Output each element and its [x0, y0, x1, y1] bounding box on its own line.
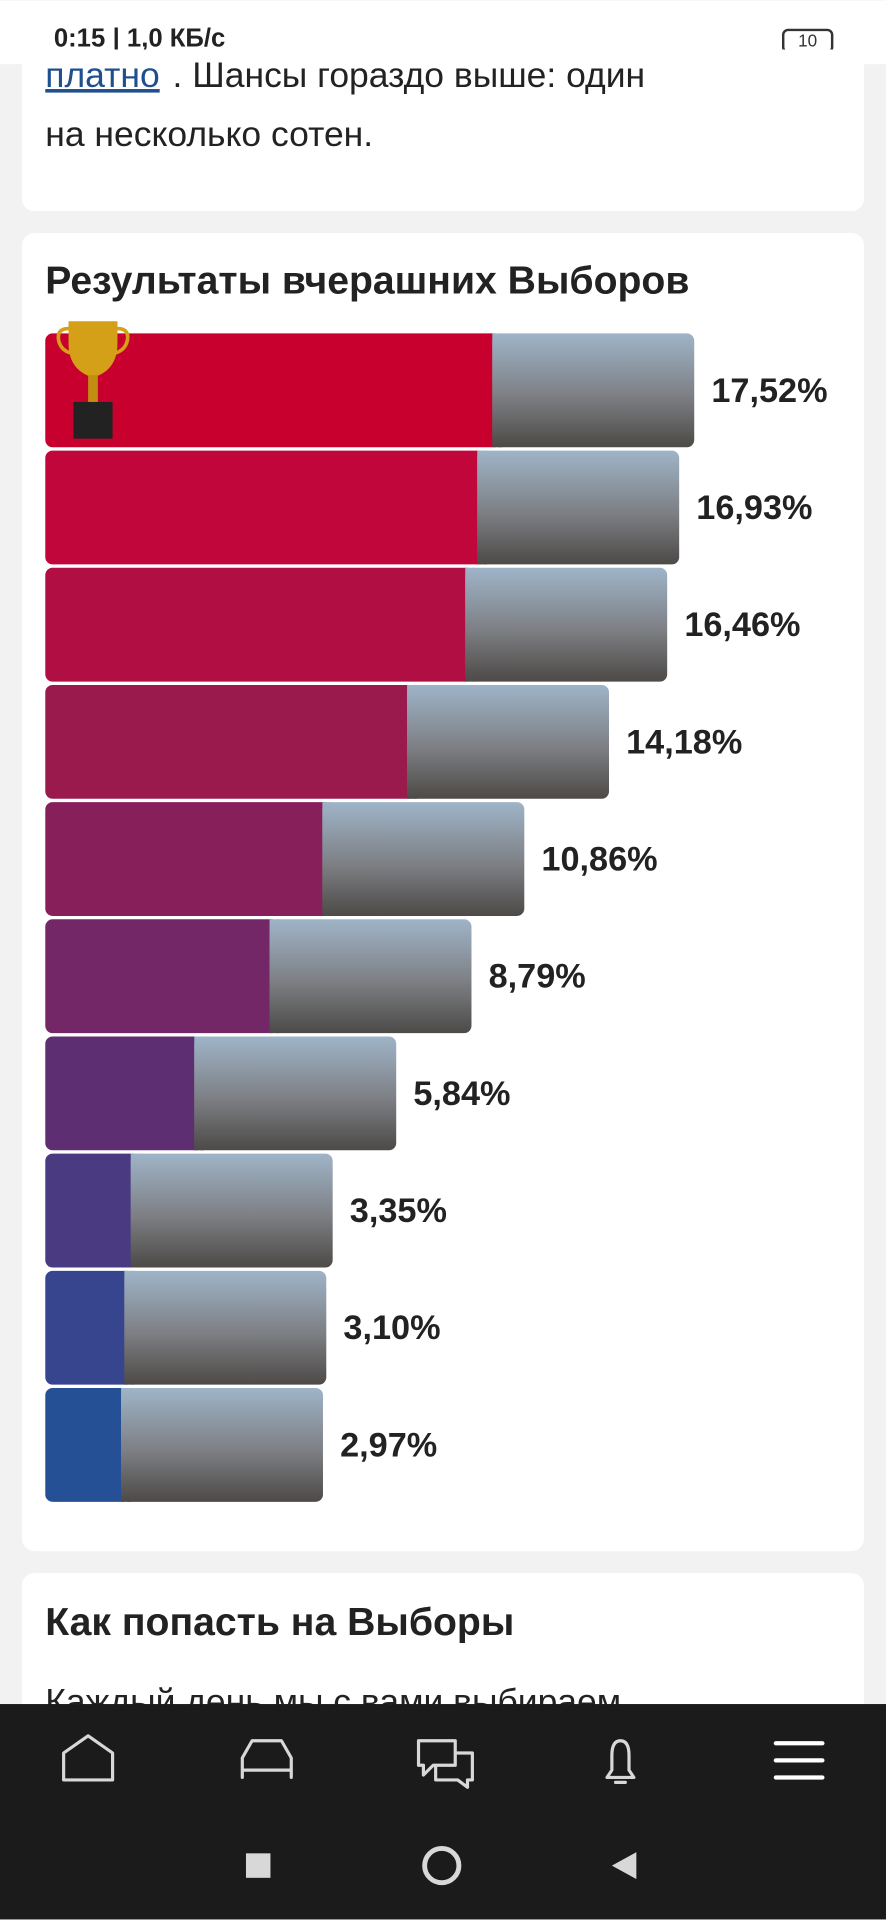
bottom-nav	[0, 1704, 886, 1920]
results-title: Результаты вчерашних Выборов	[45, 260, 689, 303]
intro-link[interactable]: платно	[45, 55, 159, 95]
bar-photo	[124, 1270, 327, 1385]
bar-photo	[269, 919, 472, 1034]
bar-photo	[194, 1036, 397, 1151]
nav-notifications[interactable]	[605, 1739, 636, 1784]
card-top	[0, 49, 886, 65]
bar-photo	[121, 1388, 323, 1502]
bar	[45, 802, 333, 916]
bar	[45, 919, 280, 1034]
status-time: 0:15	[54, 25, 105, 53]
bar-photo-edge	[269, 919, 280, 1034]
bar-photo-edge	[121, 1388, 131, 1502]
bar-photo-edge	[477, 450, 488, 565]
intro-line: на несколько сотен.	[45, 114, 373, 154]
bar-label: 14,18%	[626, 723, 742, 761]
bar-chart: 17,52% 16,93% 16,46% 14,18% 10,86% 8,79% 5,84%…	[45, 333, 828, 1502]
section-title: Как попасть на Выборы	[45, 1601, 514, 1644]
bar-label: 3,35%	[350, 1192, 447, 1230]
bar-photo-edge	[130, 1153, 141, 1268]
nav-cars[interactable]	[240, 1739, 293, 1780]
bar-label: 16,93%	[696, 489, 812, 527]
bar	[45, 684, 417, 799]
bar	[45, 1153, 141, 1268]
bar-photo	[407, 684, 610, 799]
bar-photo-edge	[124, 1270, 135, 1385]
sys-recent[interactable]	[245, 1853, 271, 1878]
bar	[45, 1270, 135, 1385]
trophy-icon	[56, 321, 130, 439]
bar-photo-edge	[492, 333, 503, 448]
bar	[45, 567, 476, 682]
bar-label: 10,86%	[541, 841, 657, 879]
intro-card	[22, 49, 864, 212]
bar-photo	[322, 802, 525, 916]
bar-label: 8,79%	[489, 958, 586, 996]
bar-label: 2,97%	[340, 1426, 437, 1464]
bar-photo	[130, 1153, 333, 1268]
bar-label: 17,52%	[711, 372, 827, 410]
bar	[45, 1388, 131, 1502]
nav-home[interactable]	[62, 1734, 115, 1782]
bar-photo-edge	[465, 567, 476, 682]
sys-back[interactable]	[611, 1852, 637, 1880]
sys-home[interactable]	[422, 1846, 462, 1886]
bar-photo-edge	[407, 684, 417, 799]
status-speed: | 1,0 КБ/с	[113, 25, 226, 53]
bar-label: 5,84%	[413, 1075, 510, 1113]
section-card	[22, 1573, 864, 1745]
bar	[45, 450, 488, 565]
bar-photo	[465, 567, 668, 682]
bar-photo	[477, 450, 680, 565]
bar-label: 16,46%	[684, 606, 800, 644]
bar-label: 3,10%	[343, 1309, 440, 1347]
bar-photo-edge	[322, 802, 333, 916]
bar	[45, 1036, 205, 1151]
bar	[45, 333, 503, 448]
intro-line: . Шансы гораздо выше: один	[173, 55, 646, 95]
nav-menu[interactable]	[773, 1741, 825, 1780]
bar-photo-edge	[194, 1036, 205, 1151]
battery-level: 10	[798, 31, 817, 51]
bar-photo	[492, 333, 695, 448]
nav-chat[interactable]	[416, 1739, 474, 1789]
